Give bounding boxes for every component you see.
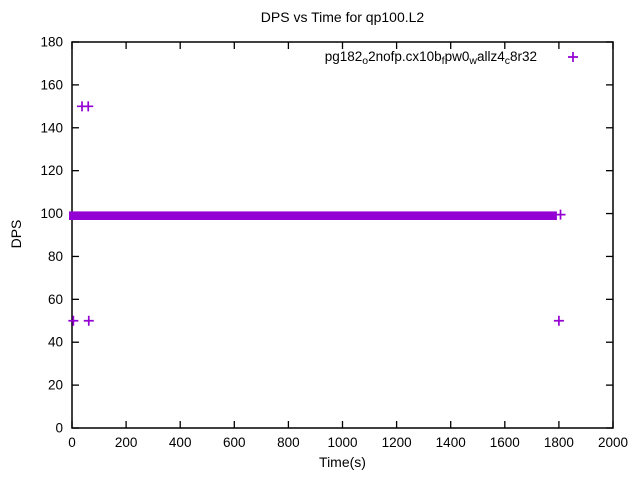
data-point-marker [83, 101, 94, 112]
y-tick-label: 140 [40, 120, 63, 135]
x-tick-label: 400 [169, 435, 192, 450]
chart-title: DPS vs Time for qp100.L2 [260, 9, 425, 25]
legend-label-segment: 8r32 [509, 49, 537, 64]
x-tick-label: 1000 [327, 435, 357, 450]
legend-label-segment: pw0 [444, 49, 470, 64]
y-tick-label: 40 [48, 335, 63, 350]
y-tick-label: 160 [40, 77, 63, 92]
x-tick-label: 1200 [382, 435, 412, 450]
x-tick-label: 2000 [598, 435, 628, 450]
data-point-marker [555, 209, 566, 220]
y-tick-label: 120 [40, 163, 63, 178]
data-point-marker [553, 315, 564, 326]
legend-label-subscript: c [504, 55, 510, 67]
legend-label-segment: pg182 [324, 49, 363, 64]
data-point-marker [68, 315, 79, 326]
y-tick-label: 80 [48, 249, 63, 264]
x-tick-label: 1400 [436, 435, 466, 450]
x-tick-label: 0 [68, 435, 76, 450]
y-tick-label: 60 [48, 292, 63, 307]
legend-label-subscript: w [469, 55, 477, 67]
x-tick-label: 200 [115, 435, 138, 450]
legend-label-segment: 2nofp.cx10b [368, 49, 442, 64]
x-tick-label: 1600 [490, 435, 520, 450]
y-tick-label: 100 [40, 206, 63, 221]
legend-label-subscript: f [441, 55, 445, 67]
legend-label-segment: allz4 [476, 49, 505, 64]
y-axis-label: DPS [8, 219, 24, 249]
plot-border [71, 41, 614, 429]
y-tick-label: 20 [48, 378, 63, 393]
data-point-marker [83, 315, 94, 326]
y-tick-label: 0 [55, 421, 63, 436]
legend-marker [568, 52, 578, 62]
x-tick-label: 800 [277, 435, 300, 450]
x-tick-label: 600 [223, 435, 246, 450]
legend-label-subscript: o [362, 55, 369, 67]
series-dense-band [69, 211, 557, 220]
legend-label: pg182o2nofp.cx10bfpw0wallz4c8r32 [325, 49, 537, 69]
y-tick-label: 180 [40, 35, 63, 50]
x-tick-label: 1800 [544, 435, 574, 450]
x-axis-label: Time(s) [319, 454, 366, 470]
